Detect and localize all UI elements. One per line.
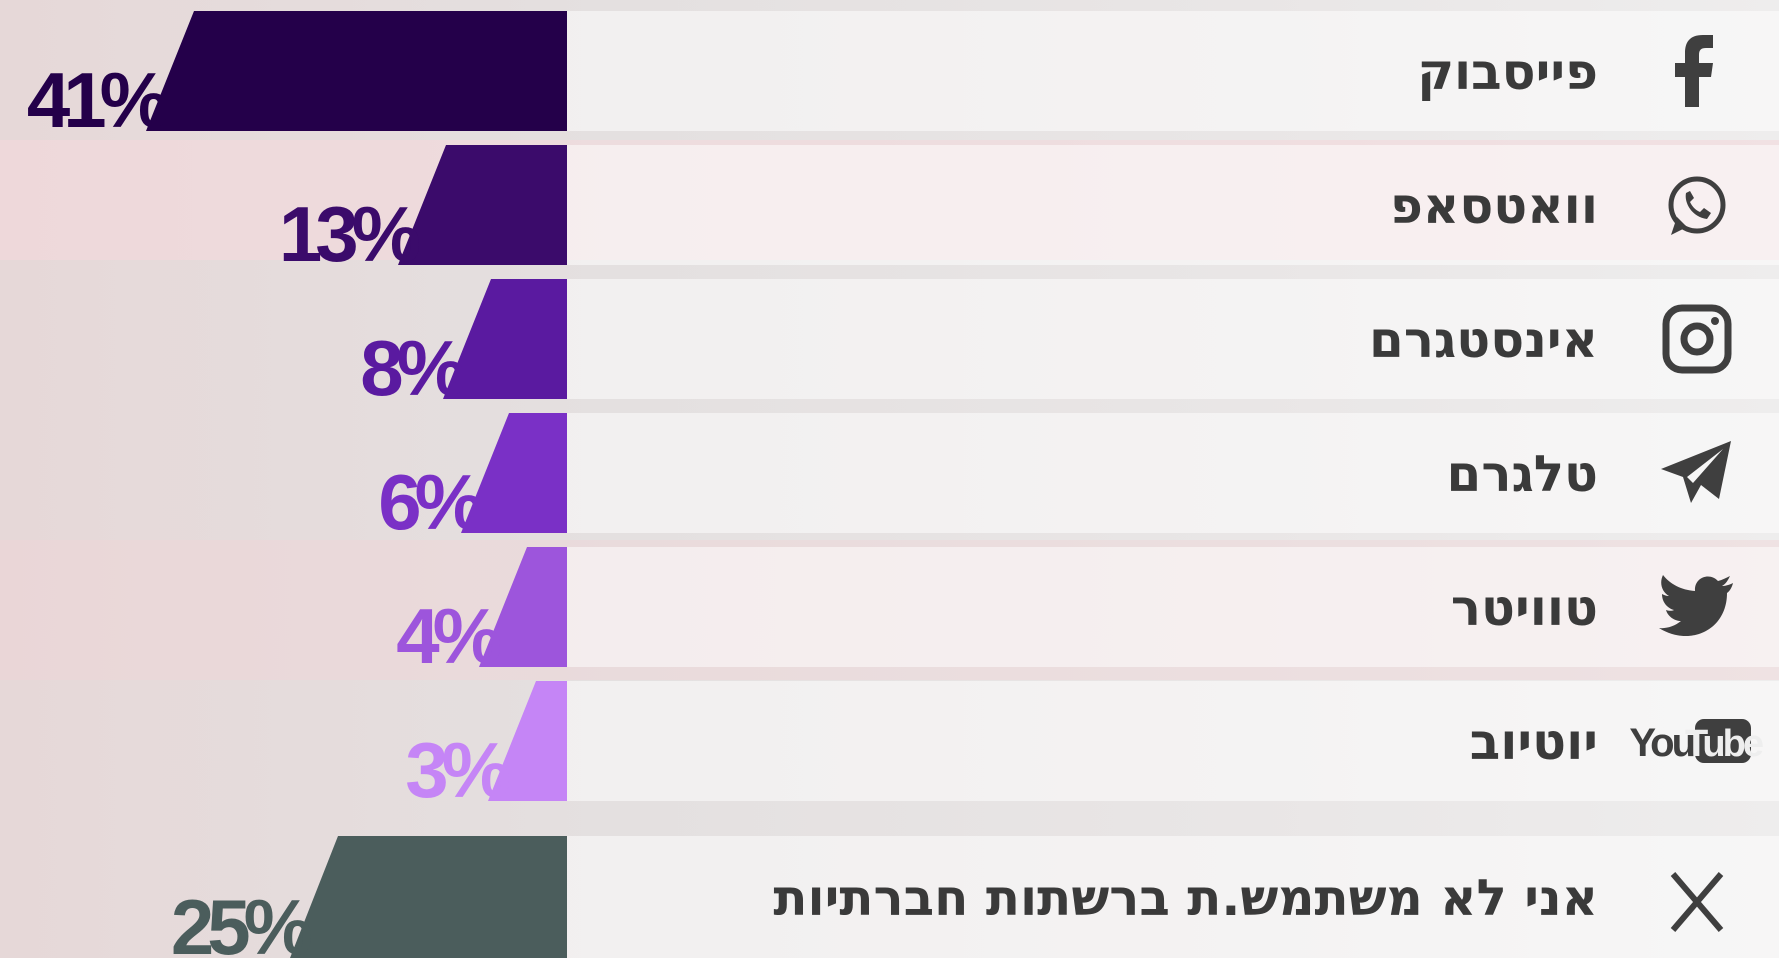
category-label: טוויטר — [1451, 579, 1598, 637]
value-label: 6% — [378, 458, 482, 546]
youtube-icon: You Tube — [1629, 719, 1766, 765]
value-label: 25% — [171, 883, 312, 958]
whatsapp-icon — [1668, 176, 1726, 235]
telegram-icon — [1661, 441, 1731, 503]
value-label: 8% — [360, 324, 464, 412]
icon-tail — [1671, 217, 1687, 235]
icon-lens — [1680, 322, 1714, 356]
icons: You Tube — [1629, 35, 1766, 932]
row-strip — [567, 11, 1779, 131]
category-label: יוטיוב — [1470, 713, 1598, 771]
bar — [479, 547, 567, 667]
twitter-icon — [1659, 575, 1733, 637]
facebook-icon — [1675, 35, 1713, 107]
instagram-icon — [1662, 304, 1732, 374]
bar — [398, 145, 567, 265]
row-strip — [567, 836, 1779, 958]
bar — [290, 836, 567, 958]
rows: 41% פייסבוק 13% וואטסאפ 8% אינסטגרם 6% טלגרם 4% ט… — [27, 11, 1779, 958]
bar — [146, 11, 567, 131]
row-strip — [567, 413, 1779, 533]
value-label: 4% — [396, 592, 500, 680]
icon-frame — [1662, 304, 1732, 374]
category-label: וואטסאפ — [1390, 177, 1598, 235]
row-strip — [567, 681, 1779, 801]
row-strip — [567, 145, 1779, 265]
bar — [461, 413, 567, 533]
category-label: אינסטגרם — [1369, 311, 1598, 369]
row-strip — [567, 547, 1779, 667]
icon-ring — [1668, 176, 1726, 234]
icon-stroke — [1670, 872, 1724, 932]
row-strip — [567, 279, 1779, 399]
value-label: 3% — [405, 726, 509, 814]
value-label: 41% — [27, 56, 168, 144]
logo-text: You — [1629, 721, 1693, 765]
icon-dot — [1711, 317, 1719, 325]
category-label: פייסבוק — [1417, 43, 1598, 101]
category-label: אני לא משתמש.ת ברשתות חברתיות — [773, 869, 1598, 927]
value-label: 13% — [279, 190, 420, 278]
icon-phone — [1685, 191, 1711, 219]
bar — [488, 681, 567, 801]
logo-box — [1695, 719, 1751, 763]
bar — [443, 279, 567, 399]
category-label: טלגרם — [1447, 445, 1598, 503]
logo-text: Tube — [1685, 723, 1763, 765]
x-icon — [1670, 872, 1724, 932]
